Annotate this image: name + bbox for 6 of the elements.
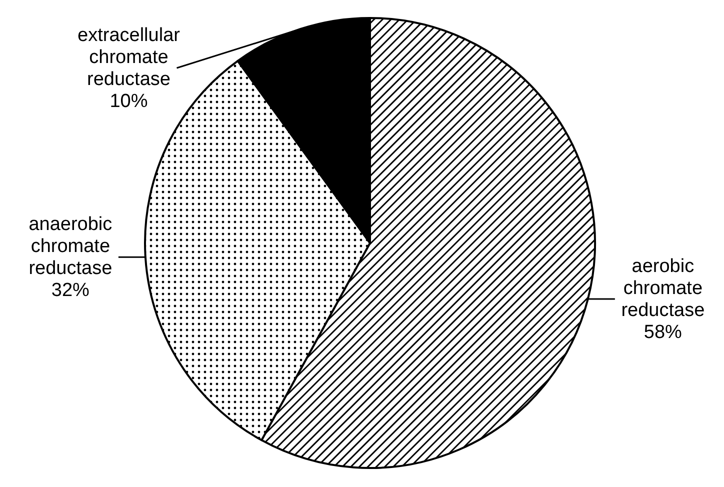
slice-label: anaerobic chromate reductase (28, 214, 112, 280)
slice-label: extracellular chromate reductase (78, 25, 181, 90)
data-label: 32% (51, 280, 90, 302)
data-label: 58% (644, 322, 682, 343)
slice-label: aerobic chromate reductase (621, 256, 705, 321)
data-label: 10% (110, 91, 148, 112)
